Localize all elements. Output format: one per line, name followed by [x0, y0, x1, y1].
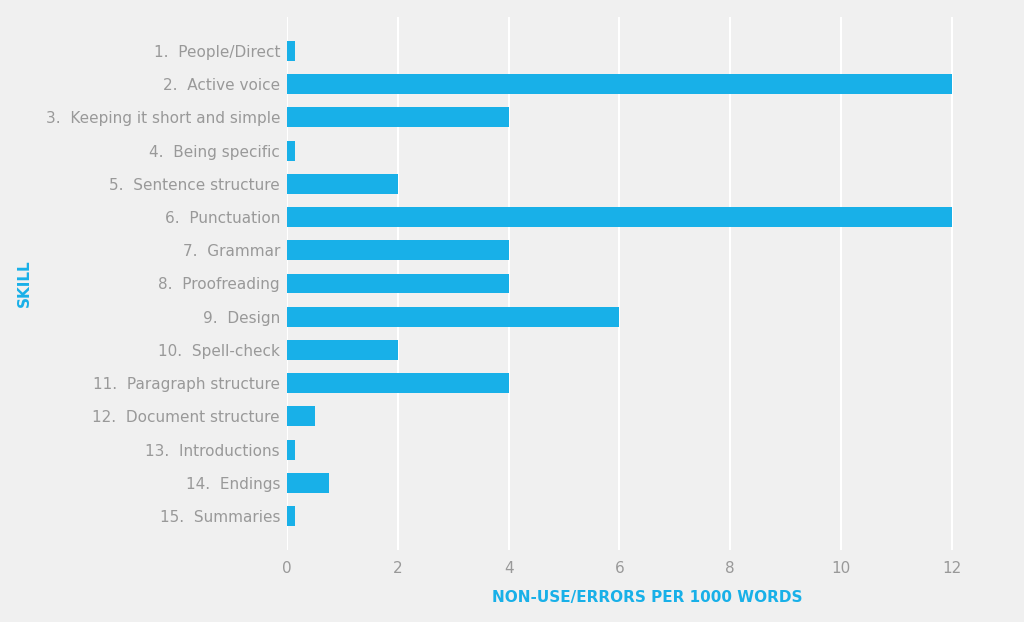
Bar: [287, 74, 952, 94]
Bar: [287, 274, 509, 294]
Bar: [287, 174, 397, 194]
Bar: [287, 440, 295, 460]
Bar: [287, 473, 329, 493]
Bar: [287, 41, 295, 61]
Y-axis label: SKILL: SKILL: [16, 260, 32, 307]
Bar: [287, 108, 509, 128]
Bar: [287, 340, 397, 360]
Bar: [287, 141, 295, 160]
X-axis label: NON-USE/ERRORS PER 1000 WORDS: NON-USE/ERRORS PER 1000 WORDS: [492, 590, 803, 605]
Bar: [287, 406, 314, 427]
Bar: [287, 307, 620, 327]
Bar: [287, 373, 509, 393]
Bar: [287, 240, 509, 260]
Bar: [287, 207, 952, 227]
Bar: [287, 506, 295, 526]
